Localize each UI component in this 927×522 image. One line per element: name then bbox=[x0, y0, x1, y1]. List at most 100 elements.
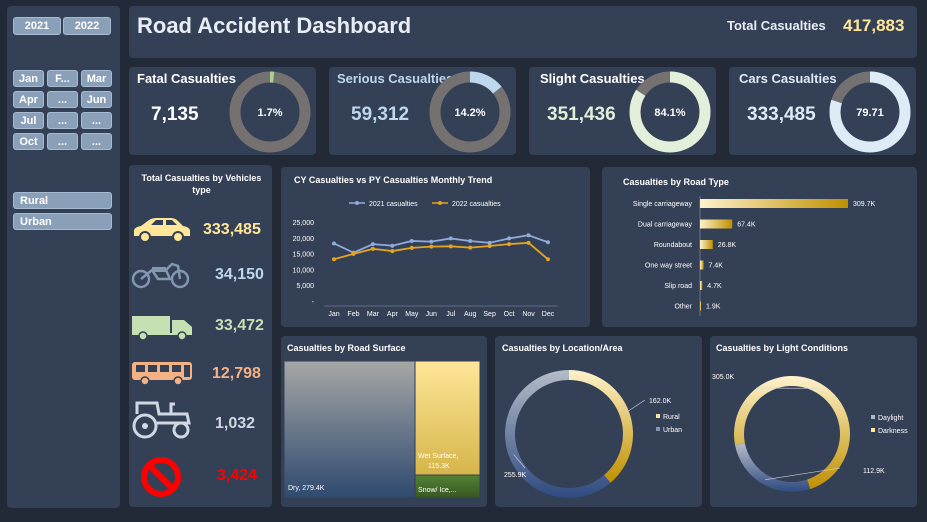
data-point bbox=[429, 239, 434, 244]
kpi-pct-slight: 84.1% bbox=[654, 107, 685, 119]
category-label: Other bbox=[674, 304, 692, 311]
vehicle-value-motorcycle: 34,150 bbox=[215, 266, 264, 283]
month-button-jan[interactable]: Jan bbox=[13, 70, 44, 87]
donut-slice-rural bbox=[569, 370, 633, 483]
x-tick-label: May bbox=[405, 311, 419, 318]
donut-leader-line bbox=[624, 399, 646, 414]
month-button-apr[interactable]: Apr bbox=[13, 91, 44, 108]
data-label: 309.7K bbox=[853, 201, 876, 208]
kpi-donut-cars: 79.71 bbox=[829, 71, 911, 153]
series-line bbox=[333, 241, 549, 261]
legend-swatch bbox=[871, 415, 875, 419]
light-conditions-title: Casualties by Light Conditions bbox=[716, 343, 849, 353]
data-point bbox=[332, 241, 336, 246]
total-casualties-label: Total Casualties bbox=[727, 18, 826, 33]
treemap-label-wet-line1: Wet Surface, bbox=[418, 453, 458, 460]
kpi-donut-slight: 84.1% bbox=[629, 71, 711, 153]
year-2022-button[interactable]: 2022 bbox=[63, 17, 111, 35]
kpi-title-slight: Slight Casualties bbox=[540, 71, 645, 86]
donut-leader-line bbox=[765, 467, 841, 481]
area-urban-button[interactable]: Urban bbox=[13, 213, 112, 230]
area-rural-button[interactable]: Rural bbox=[13, 192, 112, 209]
vehicle-value-car: 333,485 bbox=[203, 221, 261, 238]
month-button-aug[interactable]: ... bbox=[47, 112, 78, 129]
month-button-sep[interactable]: ... bbox=[81, 112, 112, 129]
treemap-tile-snow bbox=[414, 474, 481, 499]
kpi-value-slight: 351,436 bbox=[547, 104, 616, 125]
road-type-title: Casualties by Road Type bbox=[623, 177, 729, 187]
data-point bbox=[332, 257, 336, 262]
legend-label: Daylight bbox=[878, 415, 903, 422]
y-tick-label: 5,000 bbox=[296, 283, 314, 290]
bus-icon bbox=[132, 362, 192, 386]
data-point bbox=[526, 240, 531, 245]
month-button-mar[interactable]: Mar bbox=[81, 70, 112, 87]
month-button-jun[interactable]: Jun bbox=[81, 91, 112, 108]
road-type-panel: Casualties by Road Type Single carriagew… bbox=[602, 167, 917, 327]
car-icon bbox=[134, 218, 190, 243]
data-point bbox=[546, 257, 550, 262]
data-point bbox=[487, 244, 492, 249]
legend-swatch bbox=[656, 427, 660, 431]
data-point bbox=[487, 240, 492, 245]
kpi-card-slight: Slight Casualties 351,436 84.1% bbox=[529, 67, 716, 155]
treemap-label-snow: Snow/ Ice,... bbox=[418, 487, 457, 494]
light-conditions-panel: Casualties by Light Conditions 305.0K Day… bbox=[710, 336, 917, 507]
monthly-trend-title: CY Casualties vs PY Casualties Monthly T… bbox=[294, 175, 493, 185]
data-point bbox=[351, 251, 356, 256]
data-point bbox=[468, 238, 473, 243]
legend-label: Urban bbox=[663, 427, 682, 434]
header-panel: Road Accident Dashboard Total Casualties… bbox=[129, 6, 917, 58]
y-tick-label: 20,000 bbox=[293, 236, 315, 243]
legend-marker bbox=[438, 201, 442, 205]
month-button-nov[interactable]: ... bbox=[47, 133, 78, 150]
bar bbox=[700, 240, 713, 249]
kpi-value-cars: 333,485 bbox=[747, 104, 816, 125]
series-line bbox=[333, 234, 549, 254]
treemap-tile-wet bbox=[414, 360, 481, 476]
month-button-dec[interactable]: ... bbox=[81, 133, 112, 150]
bar bbox=[700, 199, 848, 208]
data-point bbox=[507, 242, 512, 247]
y-tick-label: 10,000 bbox=[293, 267, 315, 274]
data-label: 67.4K bbox=[737, 222, 756, 229]
road-type-chart: Single carriageway 309.7K Dual carriageway… bbox=[633, 196, 876, 316]
month-button-may[interactable]: ... bbox=[47, 91, 78, 108]
legend-swatch bbox=[871, 428, 875, 432]
kpi-donut-arc-slight bbox=[629, 71, 711, 153]
donut-slice-urban bbox=[505, 370, 611, 498]
data-point bbox=[448, 236, 453, 241]
kpi-donut-fatal: 1.7% bbox=[229, 71, 311, 153]
kpi-donut-arc-cars bbox=[829, 71, 911, 153]
kpi-pct-fatal: 1.7% bbox=[257, 107, 282, 119]
x-tick-label: Sep bbox=[483, 311, 496, 318]
legend-label: Rural bbox=[663, 414, 680, 421]
category-label: One way street bbox=[645, 263, 692, 270]
kpi-value-serious: 59,312 bbox=[351, 104, 410, 125]
y-tick-label: - bbox=[312, 299, 315, 306]
data-point bbox=[429, 244, 434, 249]
year-2021-button[interactable]: 2021 bbox=[13, 17, 61, 35]
donut-data-label: 305.0K bbox=[712, 374, 735, 381]
legend-label: 2021 casualties bbox=[369, 201, 418, 208]
vehicle-value-tractor: 1,032 bbox=[215, 415, 256, 432]
x-tick-label: Nov bbox=[522, 311, 535, 318]
location-area-title: Casualties by Location/Area bbox=[502, 343, 623, 353]
category-label: Single carriageway bbox=[633, 201, 693, 208]
month-button-feb[interactable]: F... bbox=[47, 70, 78, 87]
legend-marker bbox=[355, 201, 359, 205]
month-button-oct[interactable]: Oct bbox=[13, 133, 44, 150]
truck-icon bbox=[132, 316, 192, 341]
data-point bbox=[448, 244, 453, 249]
data-label: 1.9K bbox=[706, 304, 721, 311]
month-button-jul[interactable]: Jul bbox=[13, 112, 44, 129]
kpi-card-fatal: Fatal Casualties 7,135 1.7% bbox=[129, 67, 316, 155]
prohibited-icon bbox=[141, 457, 181, 497]
kpi-donut-arc-serious bbox=[429, 71, 511, 153]
kpi-card-serious: Serious Casualties 59,312 14.2% bbox=[329, 67, 516, 155]
x-tick-label: Apr bbox=[387, 311, 399, 318]
monthly-trend-panel: CY Casualties vs PY Casualties Monthly T… bbox=[281, 167, 590, 327]
x-tick-label: Jun bbox=[426, 311, 437, 318]
x-tick-label: Aug bbox=[464, 311, 477, 318]
data-point bbox=[409, 238, 414, 243]
